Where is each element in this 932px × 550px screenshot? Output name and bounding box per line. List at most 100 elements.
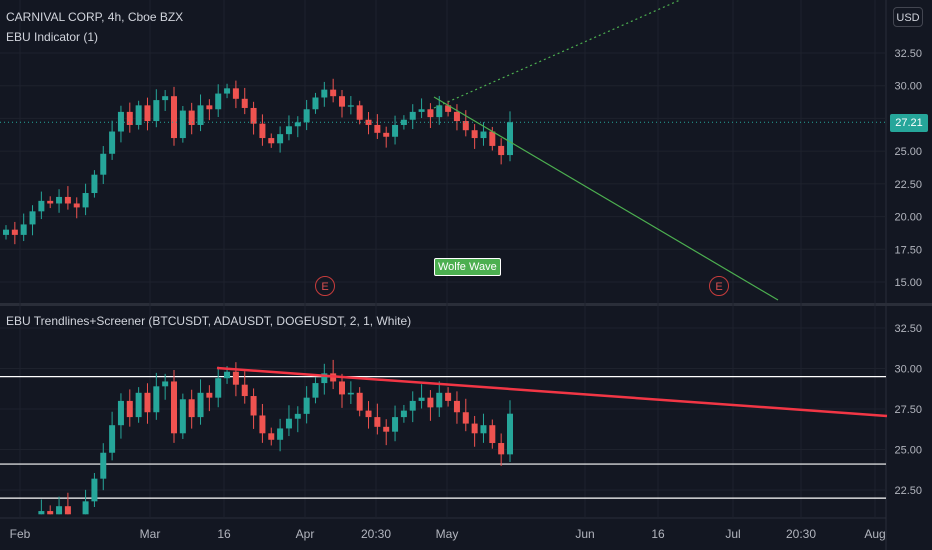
x-tick-label: Jun bbox=[575, 527, 594, 541]
candle-body bbox=[462, 412, 469, 424]
candle-body bbox=[427, 109, 434, 118]
candle-body bbox=[206, 105, 213, 110]
candle-body bbox=[418, 109, 425, 112]
candle-body bbox=[241, 98, 248, 108]
candle-body bbox=[471, 130, 478, 139]
candle-body bbox=[11, 229, 18, 235]
candle-body bbox=[241, 384, 248, 397]
y-tick-label: 17.50 bbox=[894, 244, 922, 256]
candle-body bbox=[480, 131, 487, 139]
candle-body bbox=[126, 111, 133, 125]
earnings-marker[interactable]: E bbox=[709, 276, 729, 296]
candle-body bbox=[224, 371, 231, 379]
candle-body bbox=[339, 381, 345, 395]
x-tick-label: May bbox=[436, 527, 459, 541]
y-tick-label: 32.50 bbox=[894, 48, 922, 60]
candle-body bbox=[38, 511, 45, 515]
candle-body bbox=[471, 423, 478, 434]
last-price-label: 27.21 bbox=[890, 114, 928, 132]
earnings-marker[interactable]: E bbox=[315, 276, 335, 296]
candle-body bbox=[453, 400, 460, 413]
wolfe-target-line bbox=[433, 0, 681, 109]
candle-body bbox=[489, 131, 496, 146]
x-tick-label: 20:30 bbox=[786, 527, 816, 541]
y-tick-label: 25.00 bbox=[894, 146, 922, 158]
candle-body bbox=[82, 501, 89, 515]
candle-body bbox=[171, 381, 177, 434]
candle-body bbox=[453, 111, 460, 122]
candle-body bbox=[436, 392, 443, 408]
candle-body bbox=[56, 506, 63, 515]
wolfe-wave-label[interactable]: Wolfe Wave bbox=[434, 258, 501, 276]
candle-body bbox=[250, 107, 257, 124]
candle-body bbox=[285, 126, 292, 135]
candle-body bbox=[418, 397, 425, 401]
candle-body bbox=[197, 105, 204, 125]
candle-body bbox=[250, 396, 257, 416]
candle-body bbox=[224, 88, 231, 94]
candle-body bbox=[82, 193, 89, 208]
candle-body bbox=[392, 124, 399, 137]
candle-body bbox=[144, 105, 151, 122]
x-tick-label: Mar bbox=[140, 527, 161, 541]
candle-body bbox=[374, 417, 381, 427]
y-tick-label: 30.00 bbox=[894, 81, 922, 93]
candle-body bbox=[162, 96, 169, 101]
candle-body bbox=[47, 200, 54, 204]
candle-body bbox=[268, 138, 275, 144]
candle-body bbox=[294, 413, 301, 419]
y-tick-label: 25.00 bbox=[894, 445, 922, 457]
candle-body bbox=[91, 174, 98, 194]
candle-body bbox=[409, 400, 416, 411]
candle-body bbox=[347, 105, 354, 107]
wolfe-trendline bbox=[433, 96, 779, 301]
candle-body bbox=[409, 111, 416, 120]
candle-body bbox=[100, 452, 107, 479]
candle-body bbox=[445, 105, 452, 112]
candle-body bbox=[100, 153, 107, 175]
candle-body bbox=[277, 428, 284, 440]
candle-body bbox=[73, 203, 80, 208]
candle-body bbox=[232, 88, 239, 99]
candle-body bbox=[400, 410, 407, 418]
candle-body bbox=[197, 392, 204, 418]
candle-body bbox=[259, 415, 266, 434]
x-tick-label: 20:30 bbox=[361, 527, 391, 541]
candle-body bbox=[64, 196, 71, 204]
symbol-title[interactable]: CARNIVAL CORP, 4h, Cboe BZX bbox=[6, 10, 184, 24]
candle-body bbox=[144, 392, 151, 413]
candle-body bbox=[215, 93, 222, 110]
candle-body bbox=[232, 371, 239, 385]
candle-body bbox=[303, 109, 310, 123]
candle-body bbox=[462, 121, 469, 131]
candle-body bbox=[330, 89, 337, 97]
currency-button[interactable]: USD bbox=[893, 7, 923, 27]
candle-body bbox=[126, 400, 133, 418]
candle-body bbox=[400, 119, 407, 125]
candle-body bbox=[392, 417, 399, 432]
indicator-legend[interactable]: EBU Indicator (1) bbox=[6, 30, 99, 44]
candle-body bbox=[109, 131, 116, 154]
y-tick-label: 22.50 bbox=[894, 179, 922, 191]
screener-legend[interactable]: EBU Trendlines+Screener (BTCUSDT, ADAUSD… bbox=[6, 314, 412, 328]
candle-body bbox=[383, 426, 390, 432]
candle-body bbox=[162, 381, 169, 387]
candle-body bbox=[188, 399, 195, 418]
candle-body bbox=[171, 96, 177, 139]
candle-body bbox=[507, 122, 513, 156]
y-tick-label: 30.00 bbox=[894, 364, 922, 376]
screener-trendline bbox=[216, 366, 888, 418]
x-tick-label: Jul bbox=[725, 527, 740, 541]
candle-body bbox=[47, 511, 54, 515]
candle-body bbox=[445, 392, 452, 401]
candle-body bbox=[117, 400, 124, 426]
candle-body bbox=[64, 506, 71, 515]
candle-body bbox=[347, 392, 354, 395]
candle-body bbox=[480, 425, 487, 434]
x-tick-label: Aug bbox=[864, 527, 885, 541]
y-tick-label: 27.50 bbox=[894, 404, 922, 416]
candle-body bbox=[374, 124, 381, 133]
candle-body bbox=[135, 392, 142, 418]
candle-body bbox=[91, 478, 98, 502]
